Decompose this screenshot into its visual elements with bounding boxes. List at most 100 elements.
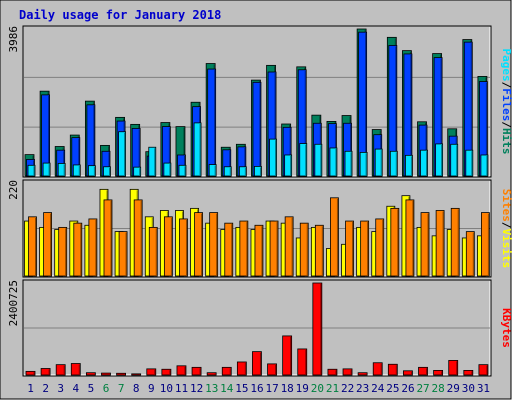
- chart-title: Daily usage for January 2018: [19, 8, 221, 22]
- bar-sites-day-15: [239, 220, 249, 277]
- x-tick-label: 19: [296, 382, 309, 395]
- x-tick-label: 29: [447, 382, 460, 395]
- x-tick-label: 1: [27, 382, 34, 395]
- bar-kbytes-day-29: [448, 360, 459, 376]
- bar-sites-day-24: [375, 218, 385, 277]
- x-axis-ticks: 1 2 3 4 5 6 7 8 9 10 11 12 13 14 15 16 17 18 19 20 21 22 23 24 2…: [27, 382, 490, 395]
- bar-sites-day-4: [73, 222, 83, 277]
- x-tick-label: 9: [148, 382, 155, 395]
- bar-kbytes-day-14: [221, 366, 232, 376]
- x-tick-label: 5: [88, 382, 95, 395]
- bar-sites-day-5: [88, 218, 98, 277]
- bar-pages-day-20: [314, 143, 323, 177]
- bar-kbytes-day-11: [176, 365, 187, 376]
- bar-pages-day-29: [450, 143, 459, 177]
- series-label-sites: Sites: [500, 189, 512, 222]
- bar-kbytes-day-10: [161, 368, 172, 376]
- bar-pages-day-16: [254, 166, 262, 177]
- x-tick-label: 18: [281, 382, 294, 395]
- bar-sites-day-30: [465, 231, 475, 277]
- x-tick-label: 15: [235, 382, 248, 395]
- bar-pages-day-19: [299, 143, 308, 177]
- bar-sites-day-14: [224, 222, 234, 277]
- x-tick-label: 3: [57, 382, 64, 395]
- x-tick-label: 20: [311, 382, 324, 395]
- bar-pages-day-31: [480, 154, 489, 177]
- bar-pages-day-13: [208, 164, 217, 177]
- bar-pages-day-9: [148, 146, 157, 177]
- x-tick-label: 30: [462, 382, 475, 395]
- bar-kbytes-day-3: [55, 364, 66, 376]
- x-tick-label: 22: [341, 382, 354, 395]
- bar-pages-day-24: [374, 148, 383, 177]
- bar-kbytes-day-9: [146, 368, 157, 376]
- x-tick-label: 13: [205, 382, 218, 395]
- bar-sites-day-12: [194, 212, 203, 277]
- bar-pages-day-8: [133, 166, 142, 177]
- bar-kbytes-day-16: [252, 351, 262, 376]
- panel-2: 220 Sites/Visits: [7, 179, 512, 278]
- y-max-label: 3986: [7, 26, 20, 53]
- bar-pages-day-1: [27, 164, 36, 177]
- bar-sites-day-29: [450, 207, 460, 277]
- bar-sites-day-13: [209, 212, 219, 277]
- bar-sites-day-11: [179, 218, 188, 277]
- series-label-pages: Pages: [500, 49, 512, 82]
- series-label-kbytes: KBytes: [500, 308, 512, 348]
- x-tick-label: 11: [175, 382, 188, 395]
- bar-pages-day-28: [435, 143, 444, 177]
- bar-pages-day-15: [238, 166, 247, 177]
- bar-kbytes-day-25: [387, 363, 398, 376]
- bar-kbytes-day-27: [418, 366, 428, 376]
- bar-pages-day-17: [269, 138, 277, 177]
- x-tick-label: 24: [371, 382, 385, 395]
- bar-pages-day-12: [193, 122, 202, 177]
- panel-1: 3986 Pages/Files/Hits: [7, 25, 512, 178]
- bar-pages-day-2: [42, 162, 51, 177]
- bar-sites-day-17: [269, 220, 279, 277]
- bar-pages-day-5: [87, 165, 96, 177]
- x-tick-label: 28: [432, 382, 445, 395]
- bar-pages-day-22: [344, 150, 353, 177]
- x-tick-label: 23: [356, 382, 369, 395]
- bar-kbytes-day-4: [70, 363, 81, 376]
- panel-3: 2400725 KBytes: [7, 279, 512, 377]
- bar-pages-day-25: [389, 150, 398, 177]
- bar-kbytes-day-8: [131, 373, 142, 376]
- bar-sites-day-23: [360, 220, 370, 277]
- bar-sites-day-8: [133, 199, 143, 277]
- bar-sites-day-1: [28, 216, 37, 277]
- bar-pages-day-30: [465, 149, 474, 177]
- series-label-files: Files: [500, 88, 512, 121]
- bar-sites-day-20: [314, 224, 324, 277]
- bar-sites-day-3: [58, 226, 68, 277]
- bar-sites-day-25: [390, 207, 400, 277]
- x-tick-label: 16: [250, 382, 263, 395]
- x-tick-label: 27: [416, 382, 429, 395]
- bar-pages-day-18: [284, 154, 293, 177]
- bar-kbytes-day-28: [433, 370, 444, 376]
- x-tick-label: 6: [103, 382, 110, 395]
- bar-sites-day-19: [299, 222, 309, 277]
- bar-sites-day-18: [284, 216, 294, 277]
- y-max-label: 2400725: [7, 280, 20, 326]
- bar-pages-day-11: [178, 164, 187, 177]
- x-tick-label: 21: [326, 382, 339, 395]
- bar-sites-day-21: [330, 197, 339, 277]
- x-tick-label: 4: [73, 382, 80, 395]
- bar-kbytes-day-7: [116, 372, 126, 376]
- bar-kbytes-day-21: [327, 368, 338, 376]
- bar-pages-day-27: [420, 149, 428, 177]
- bar-sites-day-9: [148, 226, 158, 277]
- series-label-visits: Visits: [500, 229, 512, 269]
- series-label-sep1: /: [500, 82, 512, 89]
- series-label: Pages/Files/Hits: [500, 49, 512, 155]
- bar-sites-day-2: [43, 212, 52, 277]
- bar-kbytes-day-15: [236, 361, 247, 376]
- x-tick-label: 7: [118, 382, 125, 395]
- bar-sites-day-27: [420, 212, 430, 277]
- x-tick-label: 2: [42, 382, 49, 395]
- x-tick-label: 8: [133, 382, 140, 395]
- bar-sites-day-6: [103, 199, 113, 277]
